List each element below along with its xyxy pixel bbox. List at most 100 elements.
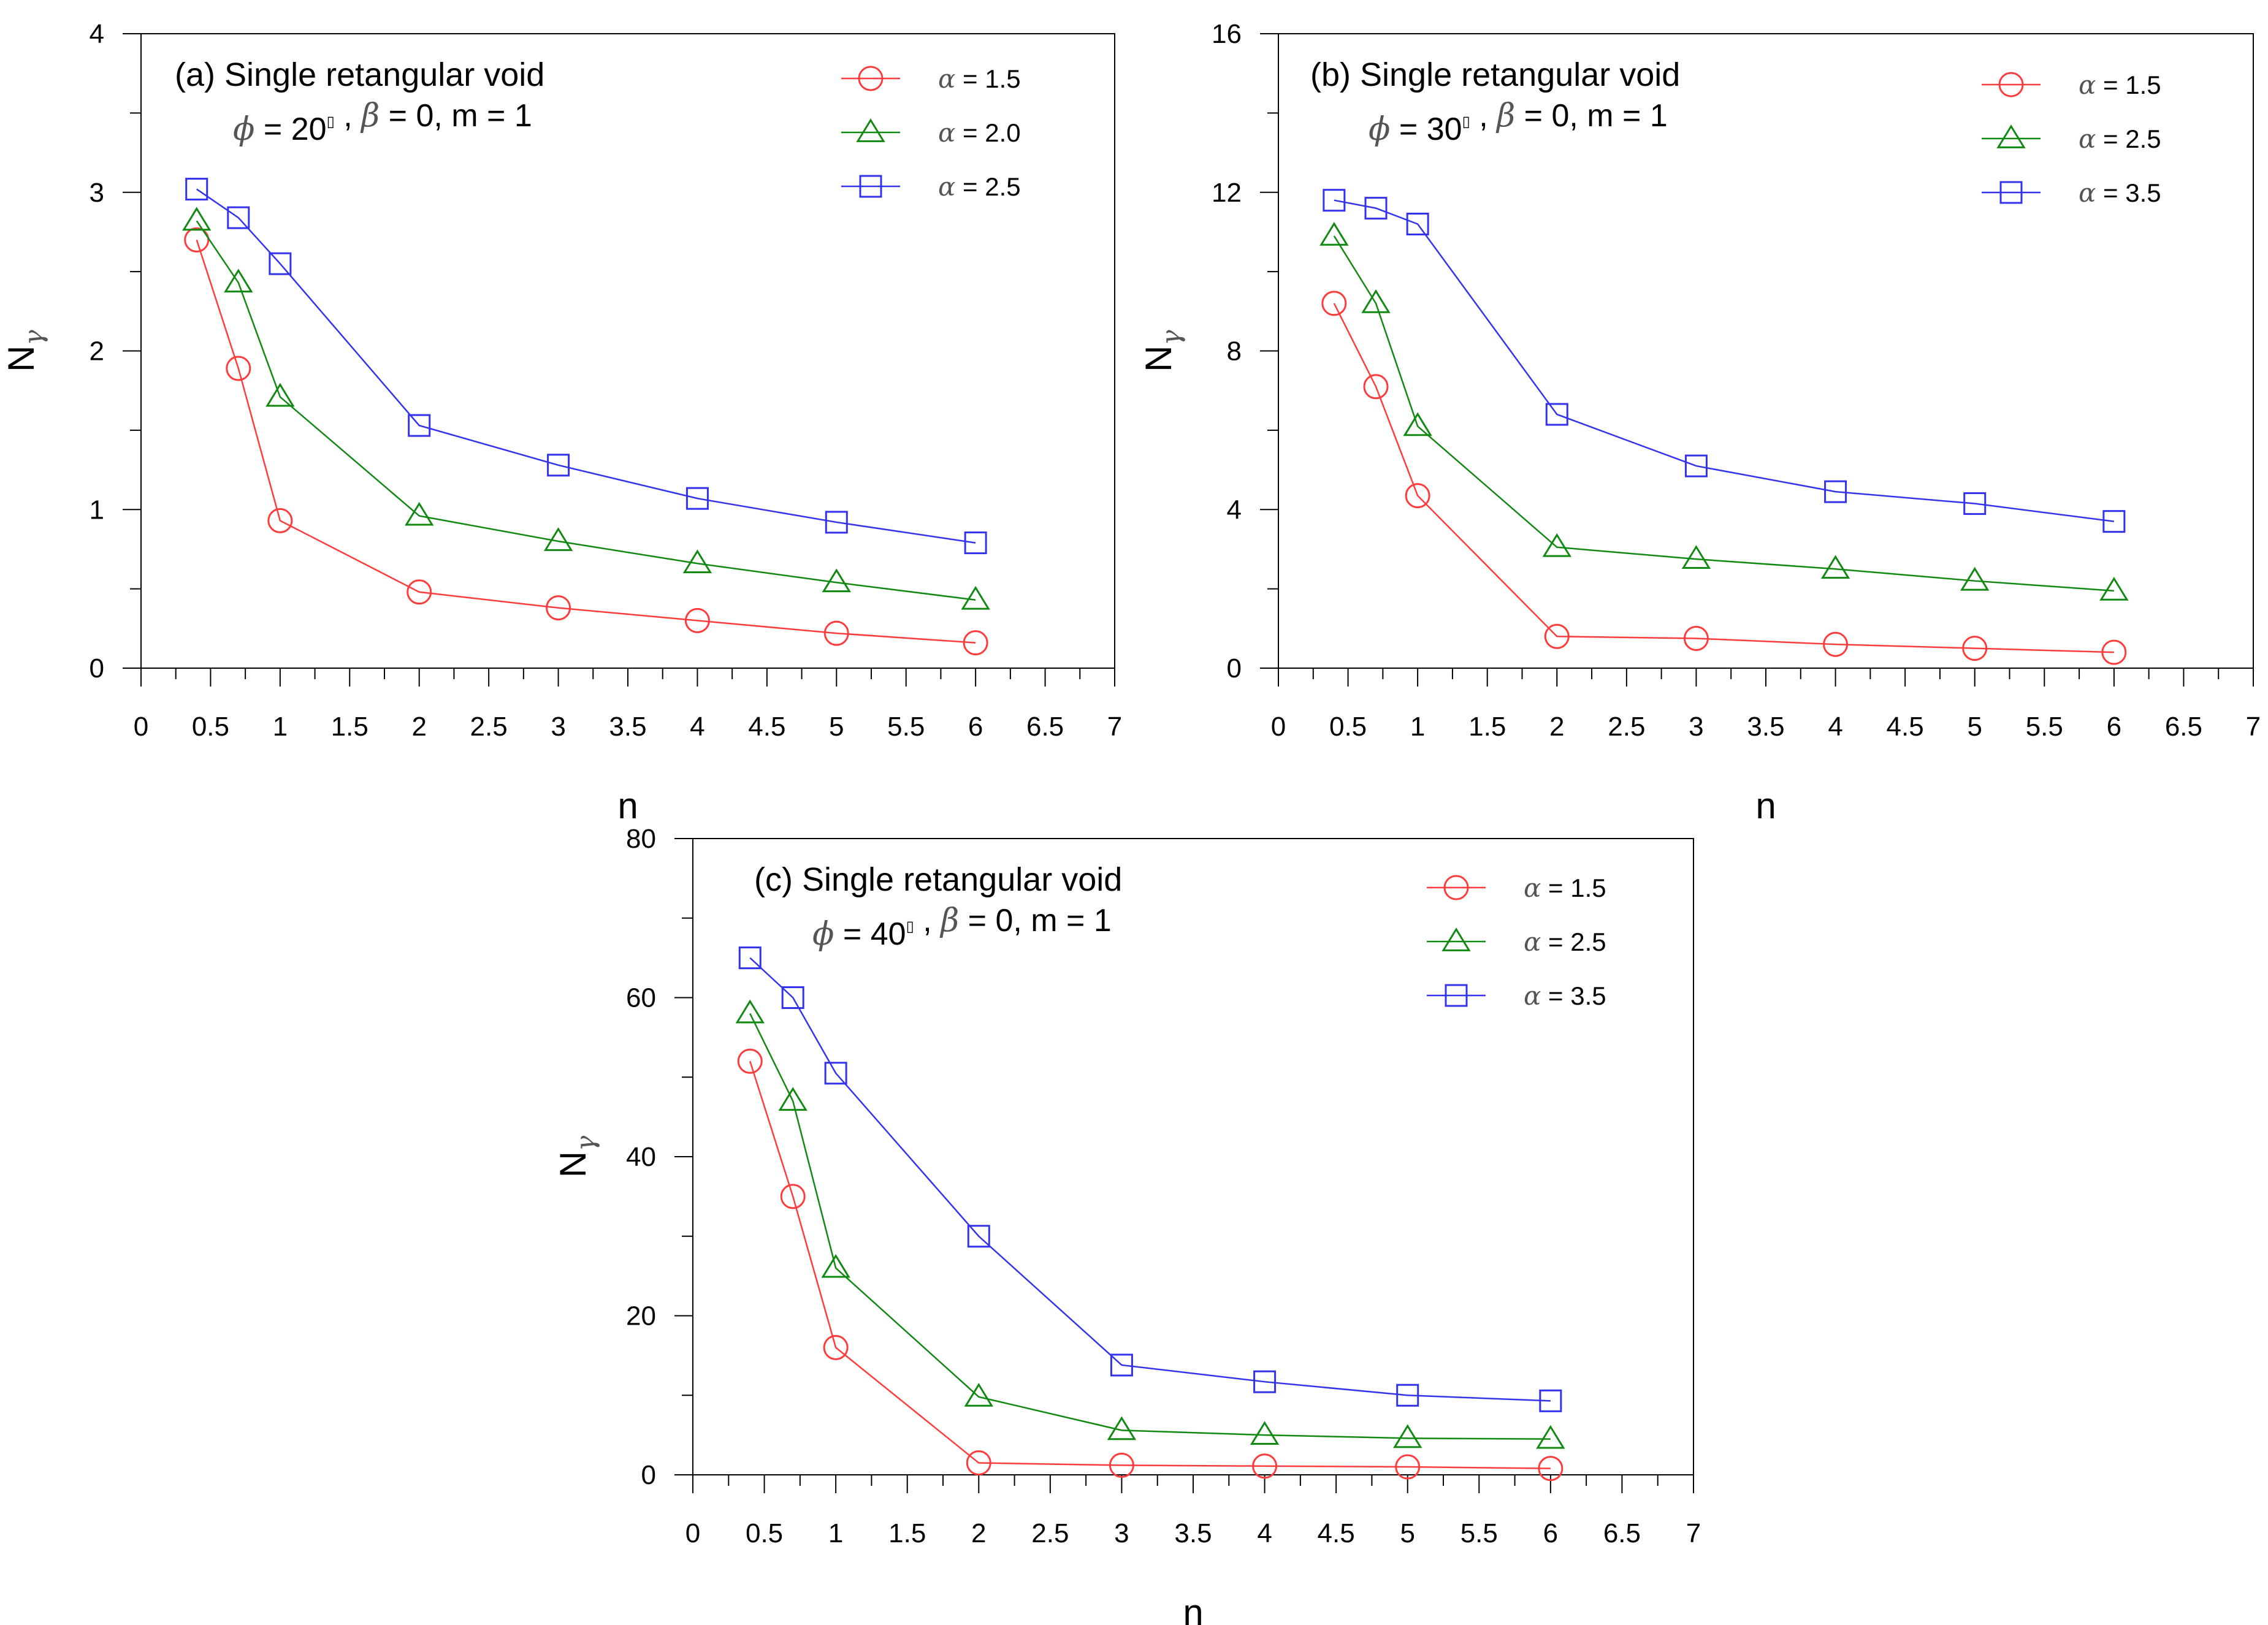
data-point-circle [1321, 291, 1347, 316]
data-point-square [1396, 1383, 1419, 1407]
data-point-triangle [961, 585, 990, 610]
x-tick-label: 0.5 [1329, 712, 1367, 742]
data-point-circle [963, 630, 988, 656]
x-tick-label: 0.5 [746, 1518, 783, 1548]
data-point-triangle [1250, 1421, 1280, 1445]
legend-marker-triangle [856, 118, 885, 142]
data-point-square [1824, 480, 1847, 503]
y-tick-label: 4 [90, 19, 104, 49]
x-tick-label: 6.5 [2165, 712, 2202, 742]
data-point-triangle [778, 1087, 808, 1111]
x-tick-label: 3 [1114, 1518, 1129, 1548]
data-point-circle [546, 595, 571, 621]
data-point-circle [1683, 625, 1709, 651]
legend-marker-triangle [1996, 124, 2026, 148]
y-tick-label: 12 [1212, 178, 1242, 208]
data-point-circle [407, 579, 432, 605]
data-point-triangle [1681, 545, 1711, 569]
legend-label: α = 2.0 [938, 118, 1021, 148]
data-point-circle [823, 620, 849, 646]
x-tick-label: 7 [1107, 712, 1122, 742]
x-tick-label: 2 [971, 1518, 986, 1548]
series-square [1323, 189, 2126, 533]
data-point-triangle [964, 1382, 993, 1407]
y-tick-label: 0 [1227, 653, 1242, 683]
chart-panel-a: 0 0.5 1 1.5 2 2.5 3 3.5 4 4.5 5 5.5 6 6.5 7 0 1 2 3 4 n Nγ (a)… [1, 19, 1122, 826]
x-tick-label: 3.5 [1747, 712, 1784, 742]
series-triangle [735, 999, 1565, 1449]
x-tick-label: 6.5 [1026, 712, 1064, 742]
x-tick-label: 3.5 [609, 712, 646, 742]
data-point-circle [1109, 1452, 1134, 1478]
data-point-square [738, 946, 762, 970]
y-tick-label: 8 [1227, 337, 1242, 367]
data-point-square [269, 252, 292, 275]
data-point-circle [823, 1334, 849, 1360]
y-tick-label: 3 [90, 178, 104, 208]
series-line [749, 957, 1551, 1402]
chart-panel-c: 0 0.5 1 1.5 2 2.5 3 3.5 4 4.5 5 5.5 6 6.5 7 0 20 40 60 80 n N… [552, 824, 1701, 1625]
x-tick-label: 0 [685, 1518, 700, 1548]
series-square [738, 946, 1562, 1412]
panel-title: (a) Single retangular void [175, 56, 544, 93]
y-axis-title: Nγ [552, 1135, 600, 1178]
x-tick-label: 1.5 [331, 712, 368, 742]
y-tick-label: 0 [641, 1460, 656, 1490]
legend-label: α = 1.5 [1524, 873, 1606, 903]
data-point-circle [966, 1450, 991, 1476]
legend-label: α = 3.5 [1524, 981, 1606, 1011]
data-point-triangle [735, 999, 765, 1024]
x-axis-title: n [1183, 1592, 1203, 1625]
x-tick-label: 2.5 [1608, 712, 1645, 742]
legend-label: α = 1.5 [2079, 70, 2161, 100]
data-point-triangle [1319, 222, 1349, 246]
legend-marker-square [1999, 181, 2023, 204]
legend-marker-square [1445, 984, 1468, 1007]
x-tick-label: 4 [690, 712, 704, 742]
x-tick-label: 2 [411, 712, 426, 742]
legend-label: α = 3.5 [2079, 178, 2161, 208]
legend-entry: α = 2.0 [841, 118, 1021, 148]
legend-marker-square [859, 175, 882, 198]
y-axis-title: Nγ [1138, 329, 1186, 371]
x-tick-label: 5.5 [1460, 1518, 1498, 1548]
legend-label: α = 2.5 [938, 172, 1021, 202]
data-point-circle [1405, 483, 1430, 509]
x-tick-label: 3 [551, 712, 565, 742]
data-point-triangle [543, 527, 573, 551]
x-tick-label: 0 [1271, 712, 1286, 742]
data-point-circle [226, 356, 251, 381]
x-tick-label: 6 [1543, 1518, 1558, 1548]
data-point-square [1406, 213, 1429, 235]
data-point-circle [184, 227, 210, 253]
data-point-square [685, 487, 709, 510]
data-point-circle [1252, 1453, 1278, 1479]
series-circle [1321, 291, 2127, 665]
legend-marker-circle [858, 66, 884, 91]
y-tick-label: 20 [626, 1301, 656, 1331]
x-tick-label: 0 [134, 712, 148, 742]
x-tick-label: 5 [1400, 1518, 1415, 1548]
legend-marker-circle [1998, 72, 2024, 97]
data-point-square [1253, 1370, 1277, 1393]
y-tick-label: 40 [626, 1142, 656, 1172]
legend-entry: α = 2.5 [1982, 124, 2161, 154]
data-point-circle [1544, 623, 1570, 649]
data-point-triangle [1107, 1416, 1137, 1440]
data-point-square [227, 206, 250, 229]
x-tick-label: 6 [968, 712, 983, 742]
data-point-square [1545, 403, 1568, 426]
series-circle [737, 1048, 1564, 1482]
x-tick-label: 5.5 [887, 712, 925, 742]
series-triangle [182, 207, 990, 610]
data-point-triangle [1542, 533, 1571, 557]
data-point-square [825, 511, 848, 534]
y-tick-label: 60 [626, 983, 656, 1013]
x-tick-label: 6.5 [1603, 1518, 1641, 1548]
data-point-triangle [1403, 412, 1432, 436]
data-point-circle [1962, 636, 1988, 661]
series-line [749, 1013, 1551, 1440]
panel-title: (c) Single retangular void [754, 861, 1122, 898]
legend-entry: α = 2.5 [841, 172, 1021, 202]
legend-entry: α = 3.5 [1982, 178, 2161, 208]
